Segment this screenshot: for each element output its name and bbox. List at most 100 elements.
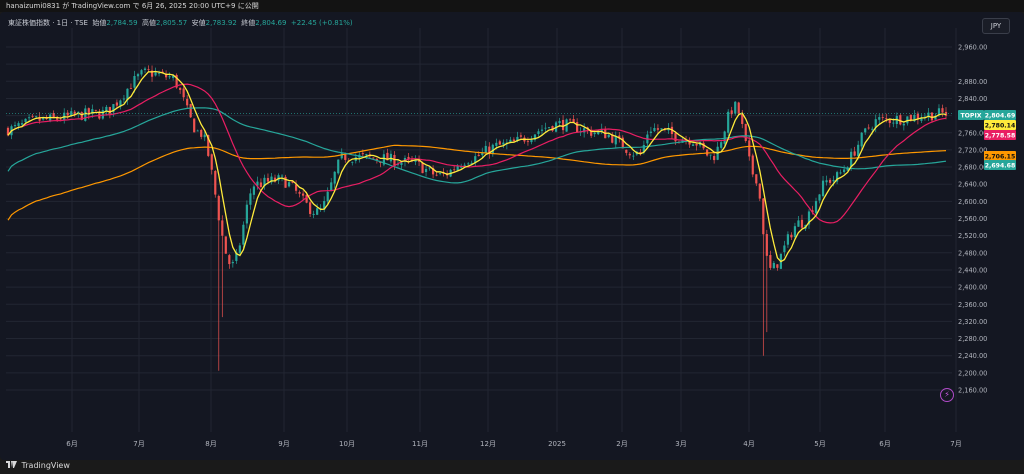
candle (344, 154, 347, 160)
candle (734, 101, 737, 114)
candle (748, 140, 751, 157)
price-tag (984, 110, 1016, 120)
candle (547, 127, 551, 129)
y-tick-label: 2,840.00 (958, 95, 987, 103)
candle (129, 88, 133, 89)
y-tick-label: 2,960.00 (958, 44, 987, 52)
candle (379, 161, 382, 163)
candle (691, 144, 695, 146)
candle (186, 98, 189, 106)
candle (818, 194, 821, 201)
candle (38, 116, 41, 121)
candle (330, 182, 333, 191)
price-tag-value: 2,706.15 (985, 154, 1016, 161)
candle (407, 156, 410, 159)
candle (607, 134, 610, 138)
candle (453, 169, 456, 171)
candle (934, 115, 937, 120)
candle (431, 168, 435, 175)
candle (660, 128, 663, 130)
candle (224, 236, 227, 254)
candle (656, 128, 660, 130)
candle (878, 117, 881, 120)
candle (565, 119, 568, 132)
candle (642, 144, 645, 153)
candle (916, 113, 919, 120)
candle (136, 74, 140, 77)
high-label: 高値 (142, 19, 157, 27)
candle (737, 102, 740, 114)
candle (937, 108, 941, 115)
candle (214, 171, 217, 195)
candle (302, 193, 305, 196)
candle (551, 126, 554, 131)
candle (108, 106, 111, 114)
currency-button[interactable]: JPY (982, 18, 1010, 34)
candle (776, 264, 779, 268)
price-tag-value: 2,694.68 (985, 163, 1016, 170)
candle (337, 159, 340, 174)
change-value: +22.45 (+0.81%) (290, 19, 353, 27)
bolt-icon[interactable]: ⚡ (940, 388, 954, 402)
candle (200, 129, 203, 137)
candle (463, 164, 466, 166)
candle (417, 159, 421, 162)
y-tick-label: 2,400.00 (958, 284, 987, 292)
candle (544, 127, 547, 129)
candle (252, 186, 256, 195)
candle (941, 108, 944, 113)
x-tick-label: 7月 (133, 440, 144, 448)
candle (375, 158, 378, 161)
candle (393, 154, 396, 167)
candle (899, 115, 902, 125)
candle (762, 198, 765, 235)
candle (713, 156, 716, 161)
candle (509, 139, 512, 143)
candle (6, 127, 10, 136)
candle (814, 201, 818, 214)
candle (537, 131, 540, 134)
y-tick-label: 2,320.00 (958, 318, 987, 326)
y-tick-label: 2,600.00 (958, 198, 987, 206)
candle (20, 123, 24, 125)
candle (477, 154, 480, 156)
candle (909, 114, 912, 121)
candle (772, 262, 775, 269)
candle (860, 132, 863, 147)
candle (618, 135, 621, 139)
candle (168, 76, 171, 78)
candle (365, 154, 368, 156)
candle (56, 117, 59, 120)
candle (467, 163, 470, 165)
candle (203, 134, 206, 138)
candle (17, 123, 20, 126)
candle (930, 112, 934, 121)
candle (727, 111, 730, 133)
candle (913, 114, 916, 122)
candle (769, 255, 772, 268)
candle (182, 88, 185, 98)
candle (786, 234, 790, 245)
candle (316, 208, 319, 215)
candle (583, 128, 586, 133)
candle (309, 202, 312, 214)
candle (52, 113, 55, 118)
x-tick-label: 5月 (814, 440, 825, 448)
price-tag (984, 120, 1016, 130)
candle (400, 162, 403, 165)
candle (105, 106, 108, 112)
candle (277, 175, 280, 181)
candle (621, 137, 624, 149)
candle (751, 155, 754, 175)
candle (340, 153, 343, 159)
candle (256, 181, 259, 186)
candle (119, 100, 122, 107)
y-tick-label: 2,200.00 (958, 369, 987, 377)
x-tick-label: 6月 (66, 440, 77, 448)
price-tag (984, 130, 1016, 140)
y-tick-label: 2,480.00 (958, 249, 987, 257)
candle (906, 116, 909, 124)
candle (723, 131, 726, 144)
candle (888, 119, 891, 124)
